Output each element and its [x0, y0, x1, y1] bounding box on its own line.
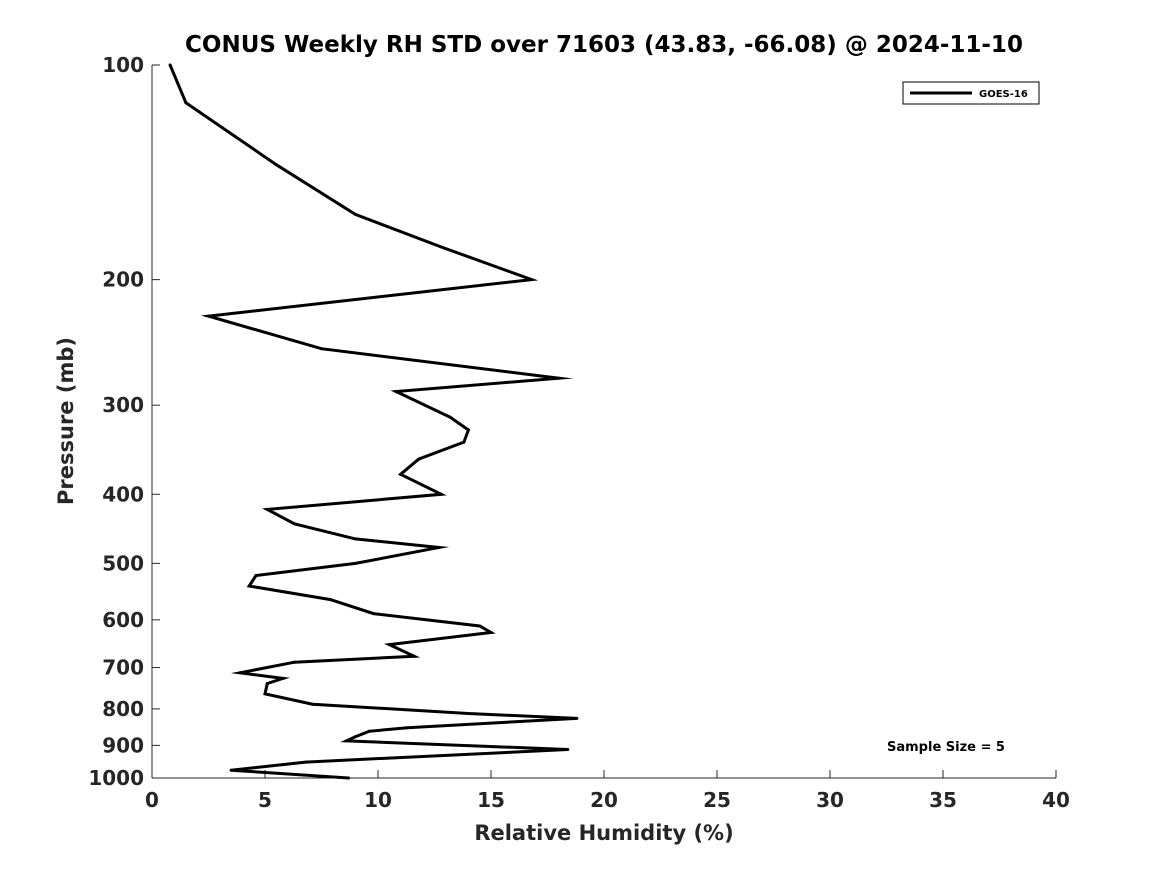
data-point: [448, 415, 452, 419]
data-point: [478, 624, 482, 628]
data-point: [417, 457, 421, 461]
x-tick-label: 35: [929, 788, 957, 812]
data-point: [557, 376, 561, 380]
data-point: [184, 101, 188, 105]
data-point: [347, 776, 351, 780]
x-tick-label: 0: [145, 788, 159, 812]
data-point: [439, 245, 443, 249]
data-point: [353, 735, 357, 739]
y-tick-label: 800: [102, 697, 144, 721]
y-tick-label: 200: [102, 268, 144, 292]
y-tick-label: 600: [102, 608, 144, 632]
data-point: [353, 537, 357, 541]
x-axis-label: Relative Humidity (%): [474, 821, 733, 845]
data-point: [292, 522, 296, 526]
data-point: [292, 660, 296, 664]
data-point: [394, 390, 398, 393]
data-point: [229, 768, 233, 772]
data-point: [399, 472, 403, 476]
y-tick-label: 400: [102, 482, 144, 506]
data-point: [344, 739, 348, 743]
x-tick-label: 5: [258, 788, 272, 812]
sample-size-annotation: Sample Size = 5: [887, 740, 1005, 755]
data-point: [353, 561, 357, 565]
x-tick-label: 40: [1042, 788, 1070, 812]
data-point: [168, 63, 172, 67]
data-point: [238, 671, 242, 675]
data-point: [575, 716, 579, 720]
y-tick-label: 1000: [88, 766, 144, 790]
axes: 0 5 10 15 20 25 30 35 40 100 200 300 400 500 600 700 800…: [88, 53, 1070, 812]
data-point: [329, 598, 332, 602]
x-tick-label: 15: [477, 788, 505, 812]
data-point: [207, 314, 210, 318]
data-point: [281, 676, 285, 680]
data-point: [530, 278, 534, 282]
data-point: [304, 760, 308, 764]
x-tick-label: 25: [703, 788, 731, 812]
legend-label-goes-16: GOES-16: [979, 89, 1028, 100]
data-point: [466, 428, 470, 432]
data-point: [437, 546, 441, 549]
series-line-goes-16: [168, 64, 577, 780]
data-point: [265, 507, 269, 511]
data-point: [405, 726, 409, 730]
data-point: [353, 212, 357, 216]
legend: GOES-16: [902, 81, 1040, 105]
x-tick-label: 10: [364, 788, 392, 812]
x-tick-label: 20: [590, 788, 618, 812]
data-point: [311, 702, 314, 706]
data-point: [439, 492, 443, 496]
series-layer: [168, 63, 579, 780]
x-tick-label: 30: [816, 788, 844, 812]
y-axis-label: Pressure (mb): [54, 337, 78, 505]
data-point: [254, 574, 258, 577]
data-point: [265, 682, 269, 685]
data-point: [466, 712, 470, 715]
data-point: [412, 654, 416, 658]
y-tick-label: 500: [102, 551, 144, 575]
y-tick-label: 700: [102, 656, 144, 680]
data-point: [387, 643, 391, 647]
data-point: [489, 631, 493, 634]
data-point: [247, 584, 251, 588]
y-tick-label: 300: [102, 393, 144, 417]
data-point: [367, 729, 371, 733]
data-point: [320, 347, 323, 351]
data-point: [263, 692, 267, 696]
chart-title: CONUS Weekly RH STD over 71603 (43.83, -…: [185, 32, 1023, 58]
y-tick-label: 900: [102, 733, 144, 757]
data-point: [462, 440, 466, 444]
y-tick-label: 100: [102, 53, 144, 77]
data-point: [274, 163, 278, 167]
data-point: [372, 612, 375, 616]
data-point: [566, 748, 570, 751]
